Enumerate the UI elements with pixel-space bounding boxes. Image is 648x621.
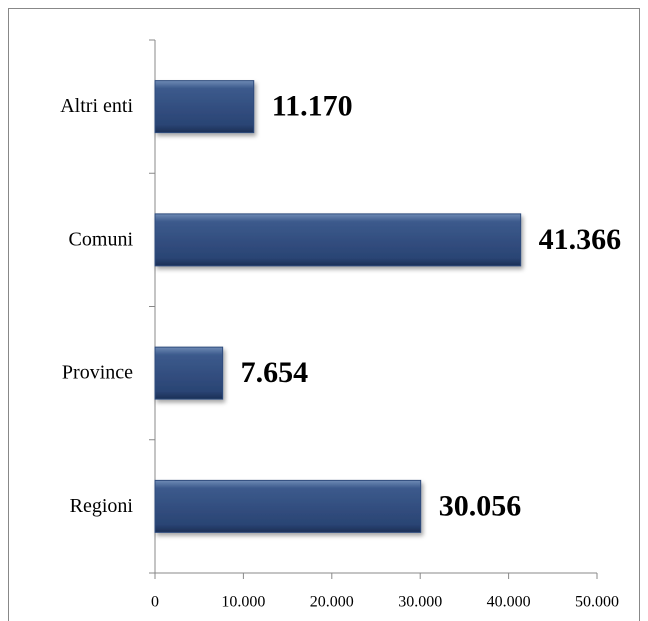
x-tick-label: 10.000 bbox=[221, 594, 265, 611]
bar bbox=[154, 479, 422, 533]
value-label: 7.654 bbox=[241, 356, 309, 389]
x-tick-label: 30.000 bbox=[398, 594, 442, 611]
x-tick-label: 40.000 bbox=[487, 594, 531, 611]
x-tick-label: 20.000 bbox=[310, 594, 354, 611]
bar bbox=[154, 346, 224, 400]
y-tick-label: Province bbox=[62, 362, 133, 384]
value-label: 11.170 bbox=[272, 90, 353, 123]
value-label: 41.366 bbox=[539, 223, 622, 256]
x-tick-label: 0 bbox=[151, 594, 159, 611]
x-tick-label: 50.000 bbox=[575, 594, 619, 611]
y-tick-label: Regioni bbox=[70, 495, 134, 517]
y-tick-label: Comuni bbox=[69, 228, 134, 250]
frame bbox=[8, 8, 640, 621]
value-label: 30.056 bbox=[439, 489, 522, 522]
bar bbox=[154, 213, 522, 267]
y-tick-label: Altri enti bbox=[60, 95, 133, 117]
bar bbox=[154, 80, 255, 134]
